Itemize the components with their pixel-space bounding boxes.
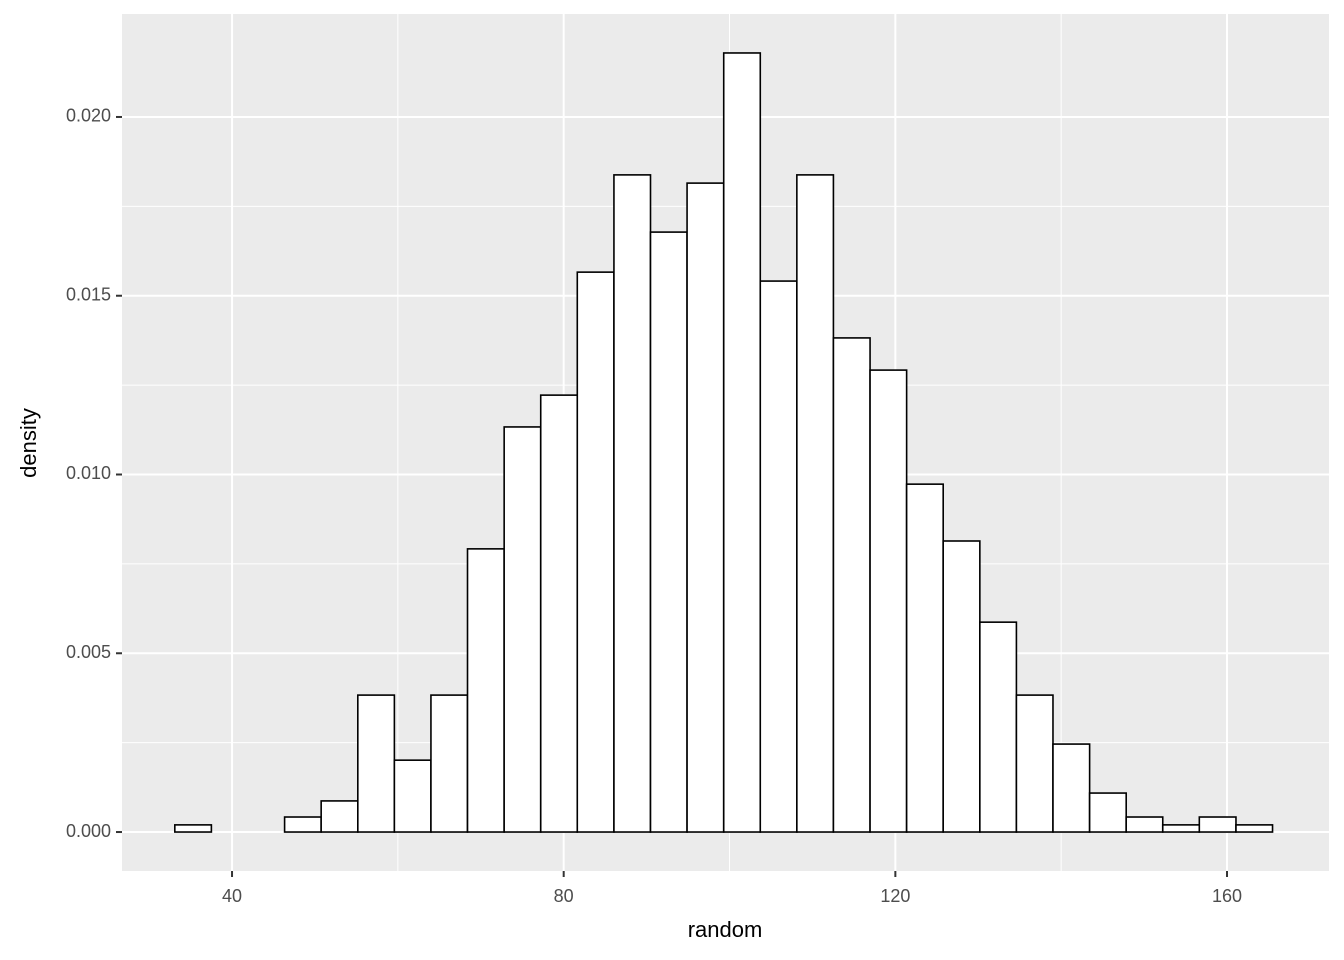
bar: [1198, 816, 1237, 833]
x-tick-label: 120: [880, 886, 910, 906]
bar: [759, 280, 798, 833]
bar: [357, 694, 396, 833]
bar: [613, 174, 652, 833]
bar: [722, 52, 762, 833]
bar: [832, 337, 871, 833]
x-axis-title: random: [688, 917, 763, 942]
y-tick-label: 0.015: [66, 284, 111, 304]
bar: [430, 694, 469, 833]
bar: [1015, 694, 1054, 833]
bar: [576, 271, 615, 833]
y-tick-label: 0.005: [66, 642, 111, 662]
bar: [503, 426, 542, 833]
bar: [905, 483, 944, 833]
bar: [1125, 816, 1164, 833]
x-tick-label: 160: [1212, 886, 1242, 906]
bar: [649, 231, 688, 833]
y-tick-label: 0.000: [66, 821, 111, 841]
bar: [539, 394, 579, 833]
bar: [1235, 824, 1274, 833]
axes: 40 80 120 160 0.000 0.005 0.010 0.015 0.020: [66, 106, 1242, 906]
bar: [942, 540, 981, 833]
bar: [174, 824, 213, 833]
bar: [320, 800, 359, 833]
bar: [283, 816, 322, 833]
y-axis-title: density: [16, 408, 41, 478]
bar: [466, 548, 505, 833]
bar: [1052, 743, 1091, 833]
bar: [393, 759, 432, 833]
x-tick-label: 80: [554, 886, 574, 906]
x-tick-label: 40: [222, 886, 242, 906]
y-tick-label: 0.020: [66, 106, 111, 126]
bar: [979, 621, 1018, 833]
bar: [796, 174, 835, 833]
y-tick-label: 0.010: [66, 463, 111, 483]
bars: [174, 52, 1274, 833]
bar: [1161, 824, 1201, 833]
bar: [686, 182, 725, 833]
bar: [869, 369, 908, 833]
bar: [1088, 792, 1127, 833]
